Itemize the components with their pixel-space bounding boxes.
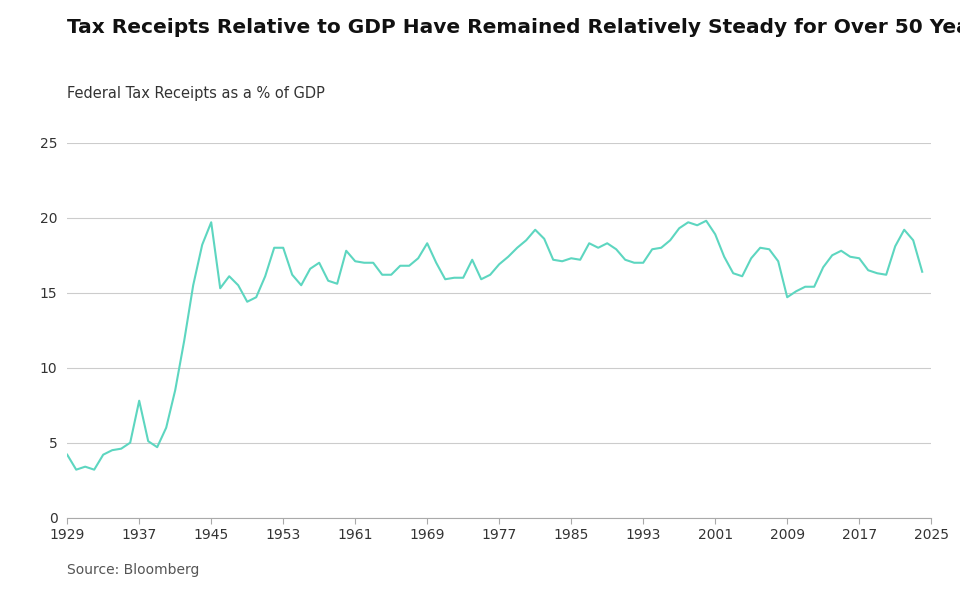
Text: Federal Tax Receipts as a % of GDP: Federal Tax Receipts as a % of GDP <box>67 86 325 101</box>
Text: Source: Bloomberg: Source: Bloomberg <box>67 563 200 577</box>
Text: Tax Receipts Relative to GDP Have Remained Relatively Steady for Over 50 Years: Tax Receipts Relative to GDP Have Remain… <box>67 18 960 37</box>
